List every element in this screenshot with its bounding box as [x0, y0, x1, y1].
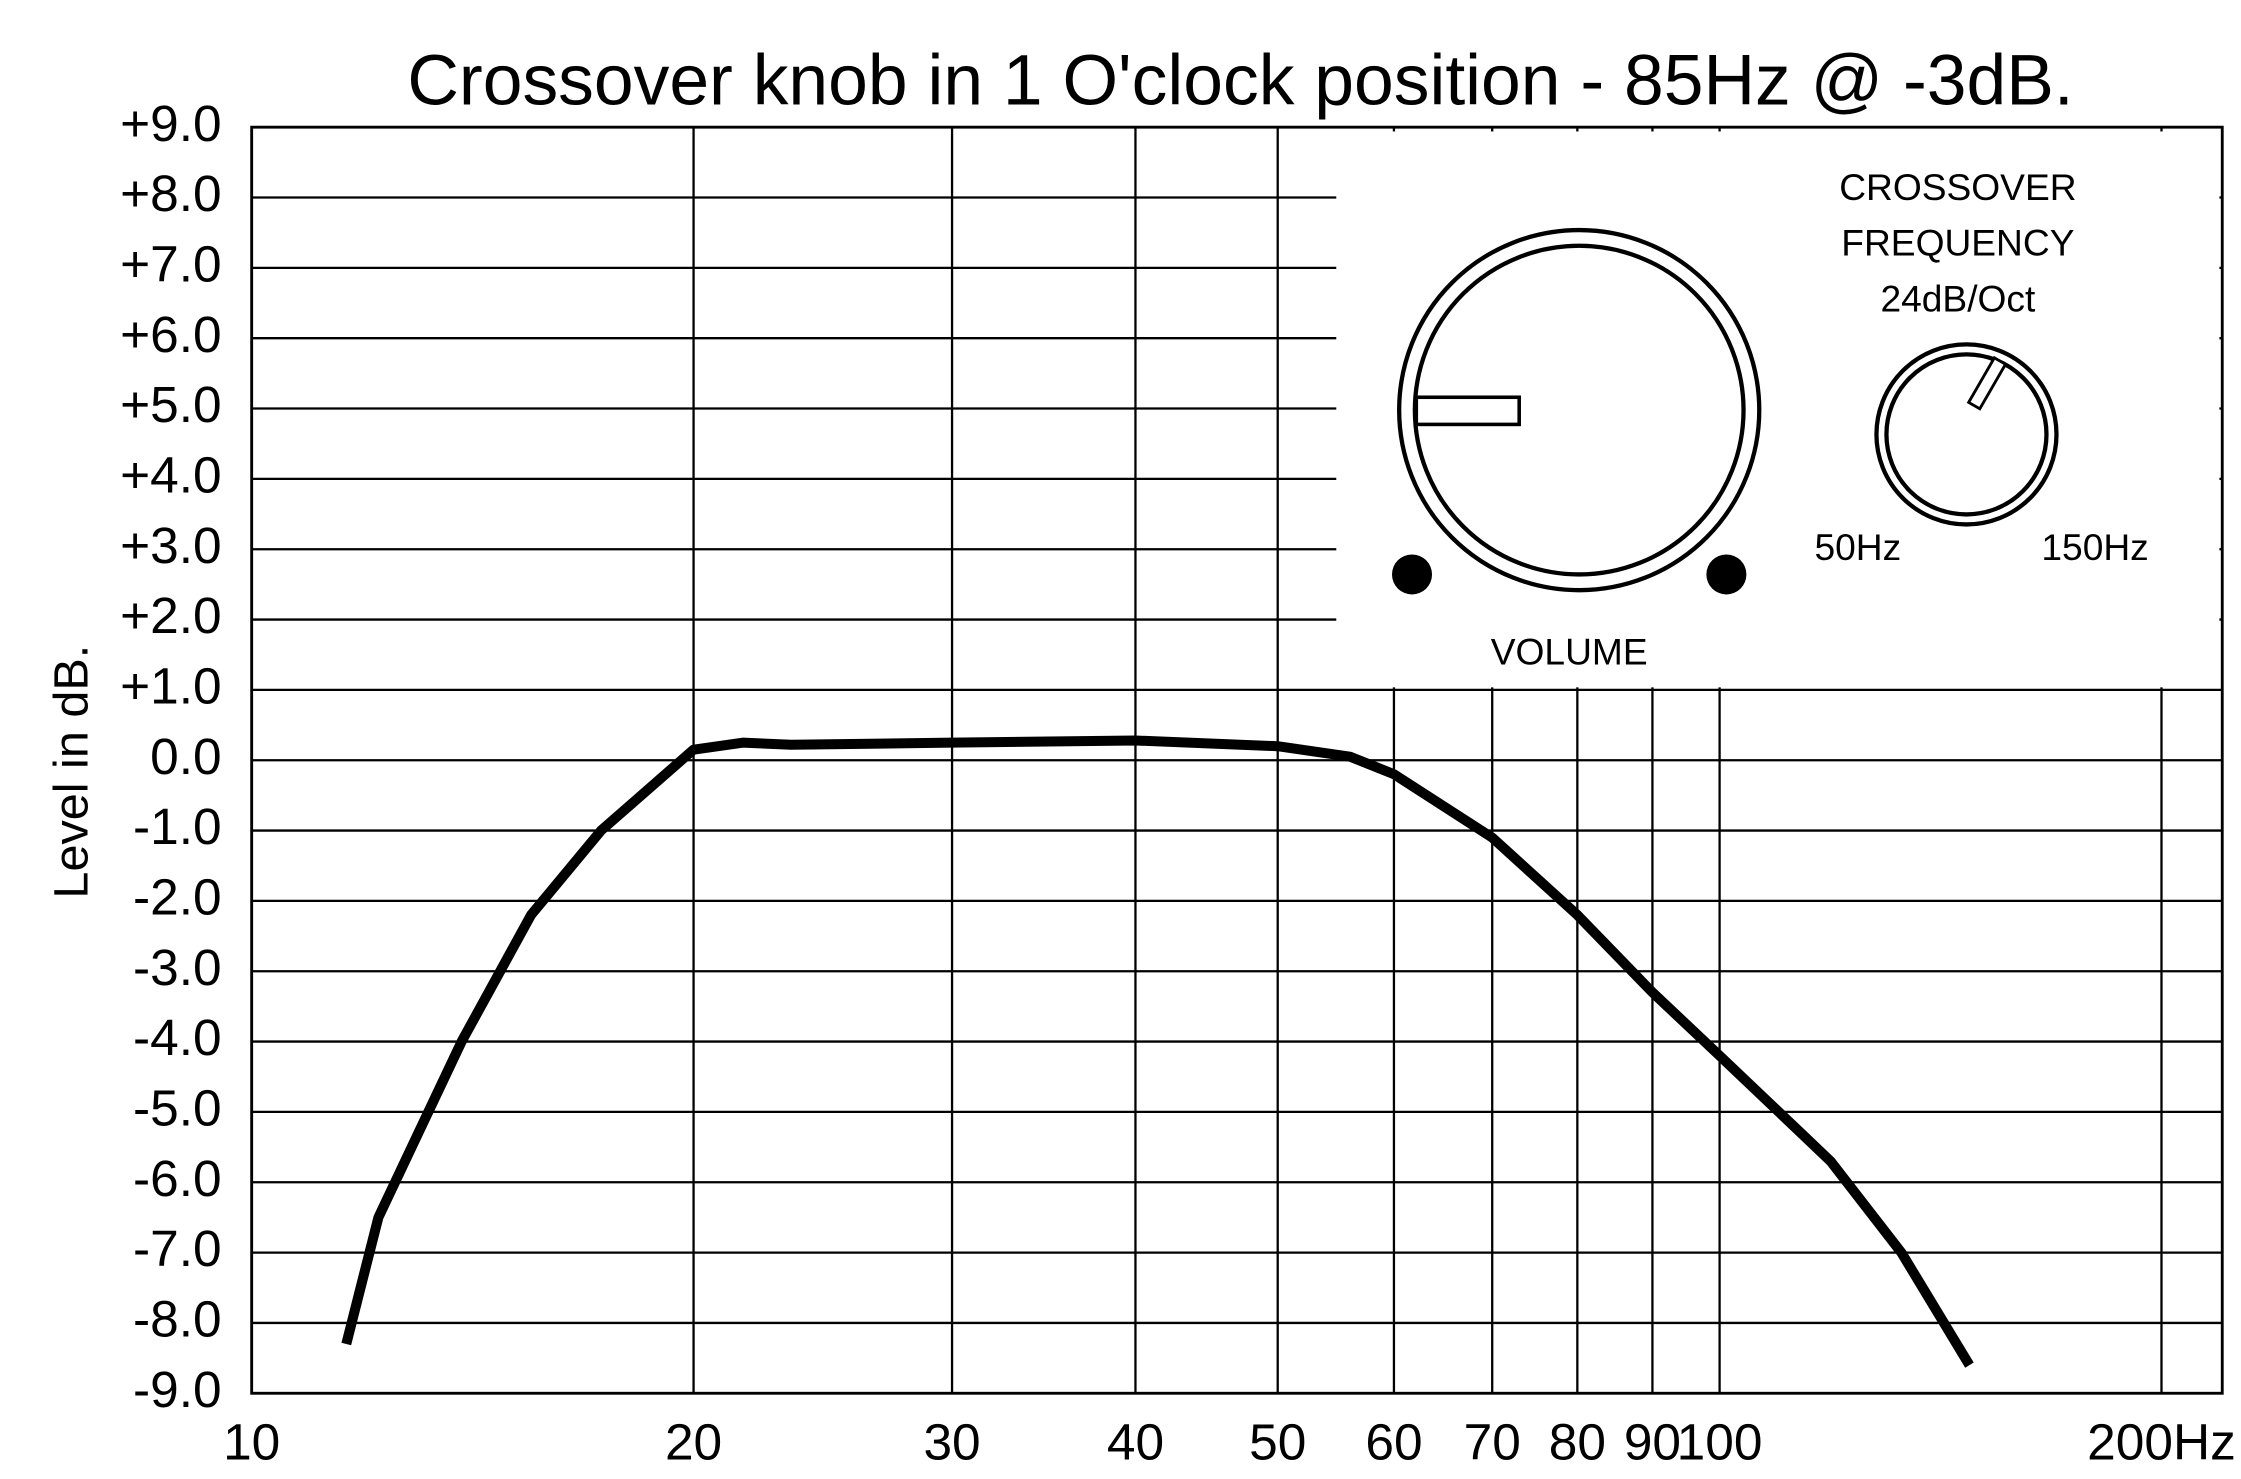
- y-tick-label: -3.0: [133, 938, 222, 996]
- inset-label: 24dB/Oct: [1880, 277, 2036, 319]
- inset-label: 150Hz: [2041, 526, 2148, 568]
- y-tick-label: -5.0: [133, 1079, 222, 1137]
- chart: CROSSOVER FREQUENCY 24dB/Oct 50Hz 150Hz …: [0, 0, 2241, 1479]
- inset-label: 50Hz: [1814, 526, 1901, 568]
- x-tick-label: 60: [1365, 1413, 1422, 1471]
- x-tick-label: 80: [1549, 1413, 1606, 1471]
- x-tick-label: 90: [1624, 1413, 1681, 1471]
- x-tick-label: 30: [923, 1413, 980, 1471]
- y-axis-label: Level in dB.: [44, 645, 98, 899]
- x-tick-label: 10: [223, 1413, 280, 1471]
- x-tick-label: 20: [665, 1413, 722, 1471]
- volume-indicator: [1416, 397, 1519, 424]
- inset-panel: CROSSOVER FREQUENCY 24dB/Oct 50Hz 150Hz …: [1336, 131, 2219, 687]
- volume-dot: [1392, 554, 1432, 594]
- y-tick-label: -9.0: [133, 1360, 222, 1418]
- y-tick-label: +1.0: [120, 656, 222, 714]
- y-tick-label: +9.0: [120, 94, 222, 152]
- y-tick-label: -2.0: [133, 867, 222, 925]
- x-tick-label: 100: [1677, 1413, 1763, 1471]
- y-tick-label: -4.0: [133, 1008, 222, 1066]
- inset-label: CROSSOVER: [1839, 166, 2076, 208]
- volume-dot: [1706, 554, 1746, 594]
- y-tick-label: 0.0: [150, 727, 222, 785]
- y-tick-label: -8.0: [133, 1290, 222, 1348]
- inset-label: FREQUENCY: [1841, 222, 2074, 264]
- y-tick-label: -7.0: [133, 1219, 222, 1277]
- y-tick-label: +5.0: [120, 375, 222, 433]
- y-tick-label: -6.0: [133, 1149, 222, 1207]
- x-tick-label: 70: [1464, 1413, 1521, 1471]
- y-tick-label: +2.0: [120, 586, 222, 644]
- inset-label: VOLUME: [1491, 630, 1648, 672]
- x-tick-label: 40: [1107, 1413, 1164, 1471]
- y-tick-label: +3.0: [120, 516, 222, 574]
- y-tick-label: +8.0: [120, 164, 222, 222]
- y-tick-label: +7.0: [120, 234, 222, 292]
- chart-title: Crossover knob in 1 O'clock position - 8…: [407, 41, 2073, 121]
- y-tick-label: -1.0: [133, 797, 222, 855]
- x-tick-label: 50: [1249, 1413, 1306, 1471]
- y-tick-label: +6.0: [120, 305, 222, 363]
- page: {"chart_data": { "type": "line", "title"…: [0, 0, 2241, 1479]
- x-tick-label: 200Hz: [2087, 1413, 2236, 1471]
- y-tick-label: +4.0: [120, 445, 222, 503]
